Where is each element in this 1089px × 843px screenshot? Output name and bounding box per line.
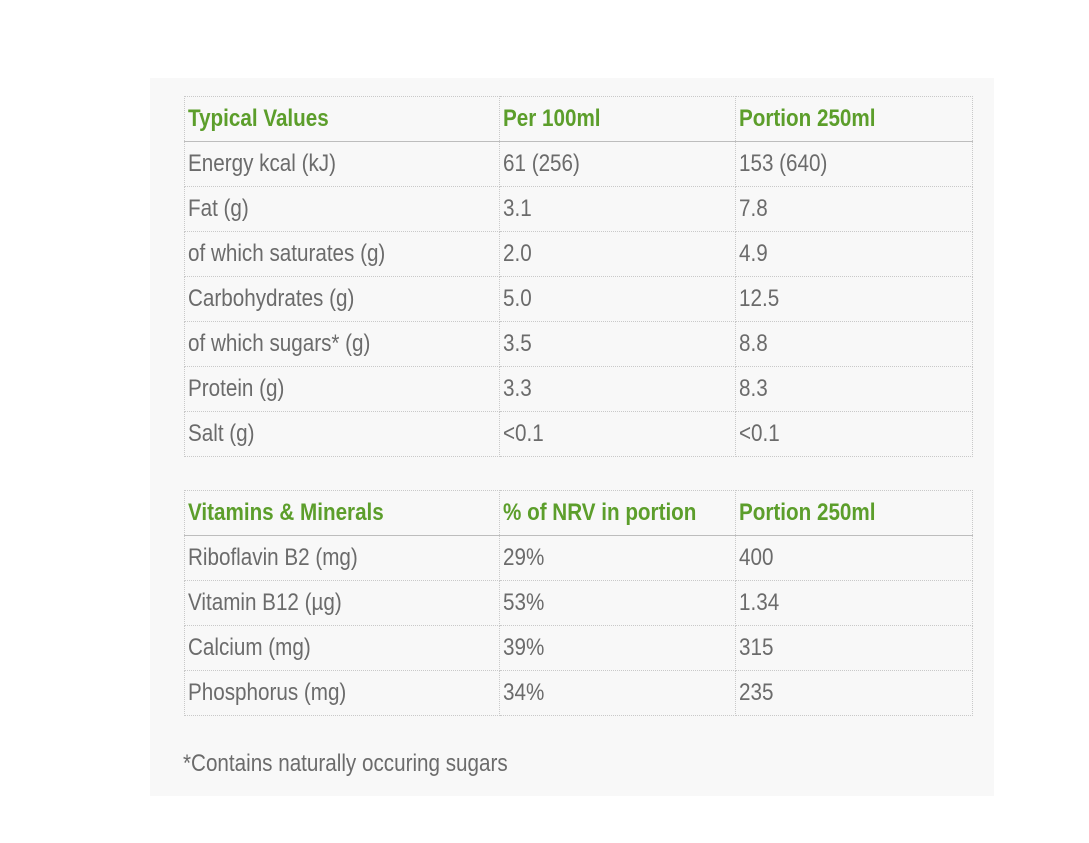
per-100ml-value: 61 (256) — [499, 141, 736, 187]
table-row: of which saturates (g) 2.0 4.9 — [184, 231, 973, 277]
per-100ml-value: <0.1 — [499, 411, 736, 457]
table-row: Salt (g) <0.1 <0.1 — [184, 411, 973, 457]
per-100ml-value: 3.3 — [499, 366, 736, 412]
table-header-row: Typical Values Per 100ml Portion 250ml — [184, 96, 973, 142]
nrv-percent-value: 39% — [499, 625, 736, 671]
table-row: of which sugars* (g) 3.5 8.8 — [184, 321, 973, 367]
nutrient-name: Fat (g) — [184, 186, 500, 232]
nutrient-name: Protein (g) — [184, 366, 500, 412]
table-row: Calcium (mg) 39% 315 — [184, 625, 973, 671]
portion-value: 7.8 — [735, 186, 973, 232]
column-header-per-100ml: Per 100ml — [499, 96, 736, 142]
nutrient-name: of which saturates (g) — [184, 231, 500, 277]
table-row: Phosphorus (mg) 34% 235 — [184, 670, 973, 716]
nutrient-name: Salt (g) — [184, 411, 500, 457]
table-row: Vitamin B12 (µg) 53% 1.34 — [184, 580, 973, 626]
portion-value: 315 — [735, 625, 973, 671]
typical-values-table: Typical Values Per 100ml Portion 250ml E… — [184, 96, 973, 457]
nrv-percent-value: 29% — [499, 535, 736, 581]
portion-value: 400 — [735, 535, 973, 581]
nutrient-name: Energy kcal (kJ) — [184, 141, 500, 187]
vitamins-minerals-table: Vitamins & Minerals % of NRV in portion … — [184, 490, 973, 716]
portion-value: <0.1 — [735, 411, 973, 457]
portion-value: 12.5 — [735, 276, 973, 322]
table-row: Riboflavin B2 (mg) 29% 400 — [184, 535, 973, 581]
table-header-row: Vitamins & Minerals % of NRV in portion … — [184, 490, 973, 536]
column-header-vitamins-minerals: Vitamins & Minerals — [184, 490, 500, 536]
nrv-percent-value: 34% — [499, 670, 736, 716]
table-row: Carbohydrates (g) 5.0 12.5 — [184, 276, 973, 322]
per-100ml-value: 2.0 — [499, 231, 736, 277]
column-header-portion-250ml: Portion 250ml — [735, 96, 973, 142]
nutrient-name: Calcium (mg) — [184, 625, 500, 671]
per-100ml-value: 3.5 — [499, 321, 736, 367]
per-100ml-value: 5.0 — [499, 276, 736, 322]
table-row: Fat (g) 3.1 7.8 — [184, 186, 973, 232]
sugars-footnote: *Contains naturally occuring sugars — [183, 750, 508, 777]
portion-value: 235 — [735, 670, 973, 716]
nutrient-name: of which sugars* (g) — [184, 321, 500, 367]
nutrient-name: Carbohydrates (g) — [184, 276, 500, 322]
portion-value: 4.9 — [735, 231, 973, 277]
column-header-nrv-percent: % of NRV in portion — [499, 490, 736, 536]
nutrient-name: Phosphorus (mg) — [184, 670, 500, 716]
portion-value: 8.8 — [735, 321, 973, 367]
table-row: Protein (g) 3.3 8.3 — [184, 366, 973, 412]
per-100ml-value: 3.1 — [499, 186, 736, 232]
portion-value: 153 (640) — [735, 141, 973, 187]
portion-value: 8.3 — [735, 366, 973, 412]
table-row: Energy kcal (kJ) 61 (256) 153 (640) — [184, 141, 973, 187]
nrv-percent-value: 53% — [499, 580, 736, 626]
column-header-typical-values: Typical Values — [184, 96, 500, 142]
nutrition-panel: Typical Values Per 100ml Portion 250ml E… — [150, 78, 994, 796]
nutrient-name: Vitamin B12 (µg) — [184, 580, 500, 626]
portion-value: 1.34 — [735, 580, 973, 626]
column-header-portion-250ml: Portion 250ml — [735, 490, 973, 536]
nutrient-name: Riboflavin B2 (mg) — [184, 535, 500, 581]
